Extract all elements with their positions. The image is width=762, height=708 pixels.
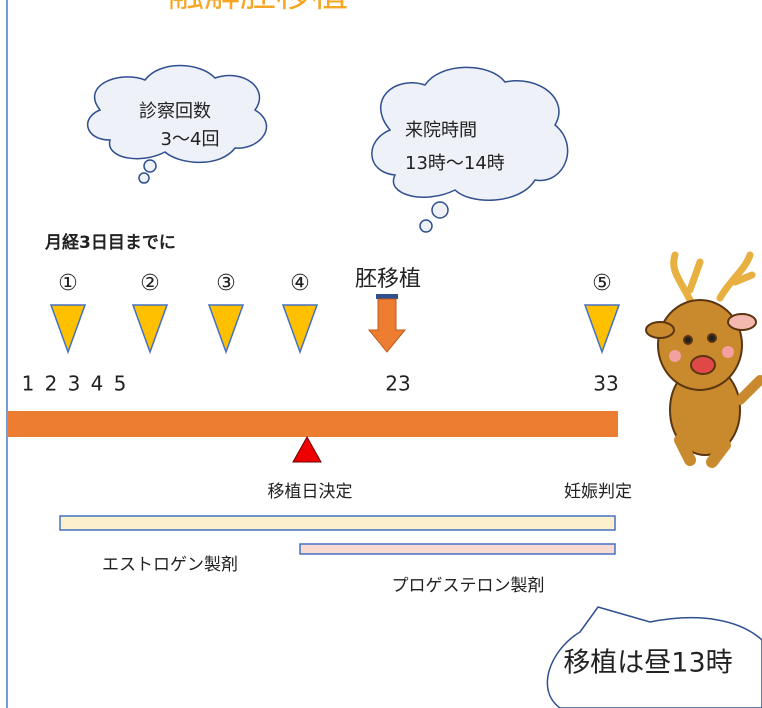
visit-number: ④ (290, 271, 310, 296)
day-label: 2 (45, 372, 58, 396)
cloud-text: 13時〜14時 (405, 153, 505, 174)
transfer-label: 胚移植 (355, 267, 421, 292)
medication-bar (300, 544, 615, 554)
arrow-cap (376, 294, 398, 299)
transfer-arrow (369, 299, 405, 352)
note: 月経3日目までに (44, 232, 176, 253)
visit-marker (585, 305, 619, 352)
speech-text: 移植は昼13時 (563, 648, 732, 679)
day-label: 1 (22, 372, 35, 396)
marker (293, 437, 321, 462)
day-label: 33 (593, 372, 618, 396)
visit-number: ② (140, 271, 160, 296)
visit-number: ⑤ (592, 271, 612, 296)
visit-marker (133, 305, 167, 352)
cloud-text: 診察回数 (139, 101, 211, 122)
day-label: 23 (385, 372, 410, 396)
medication-label: エストロゲン製剤 (102, 555, 238, 575)
visit-number: ③ (216, 271, 236, 296)
visit-marker (209, 305, 243, 352)
title: 融解胚移植 (168, 0, 348, 15)
timeline-bar (8, 411, 618, 437)
visit-number: ① (58, 271, 78, 296)
medication-bar (60, 516, 615, 530)
day-label: 4 (91, 372, 104, 396)
day-label: 5 (114, 372, 127, 396)
visit-marker (283, 305, 317, 352)
day-label: 3 (68, 372, 81, 396)
cloud-text: 3〜4回 (161, 129, 220, 150)
diagram: 融解胚移植 診察回数 3〜4回 来院時間 13時〜14時 月経3日目までに ① ②… (0, 0, 762, 708)
medication-label: プロゲステロン製剤 (392, 576, 545, 596)
visit-marker (51, 305, 85, 352)
deer-illustration (646, 255, 760, 462)
cloud-text: 来院時間 (405, 120, 477, 141)
event-label: 妊娠判定 (564, 482, 632, 502)
cloud (372, 67, 568, 232)
cloud (88, 66, 267, 184)
event-label: 移植日決定 (268, 482, 353, 502)
